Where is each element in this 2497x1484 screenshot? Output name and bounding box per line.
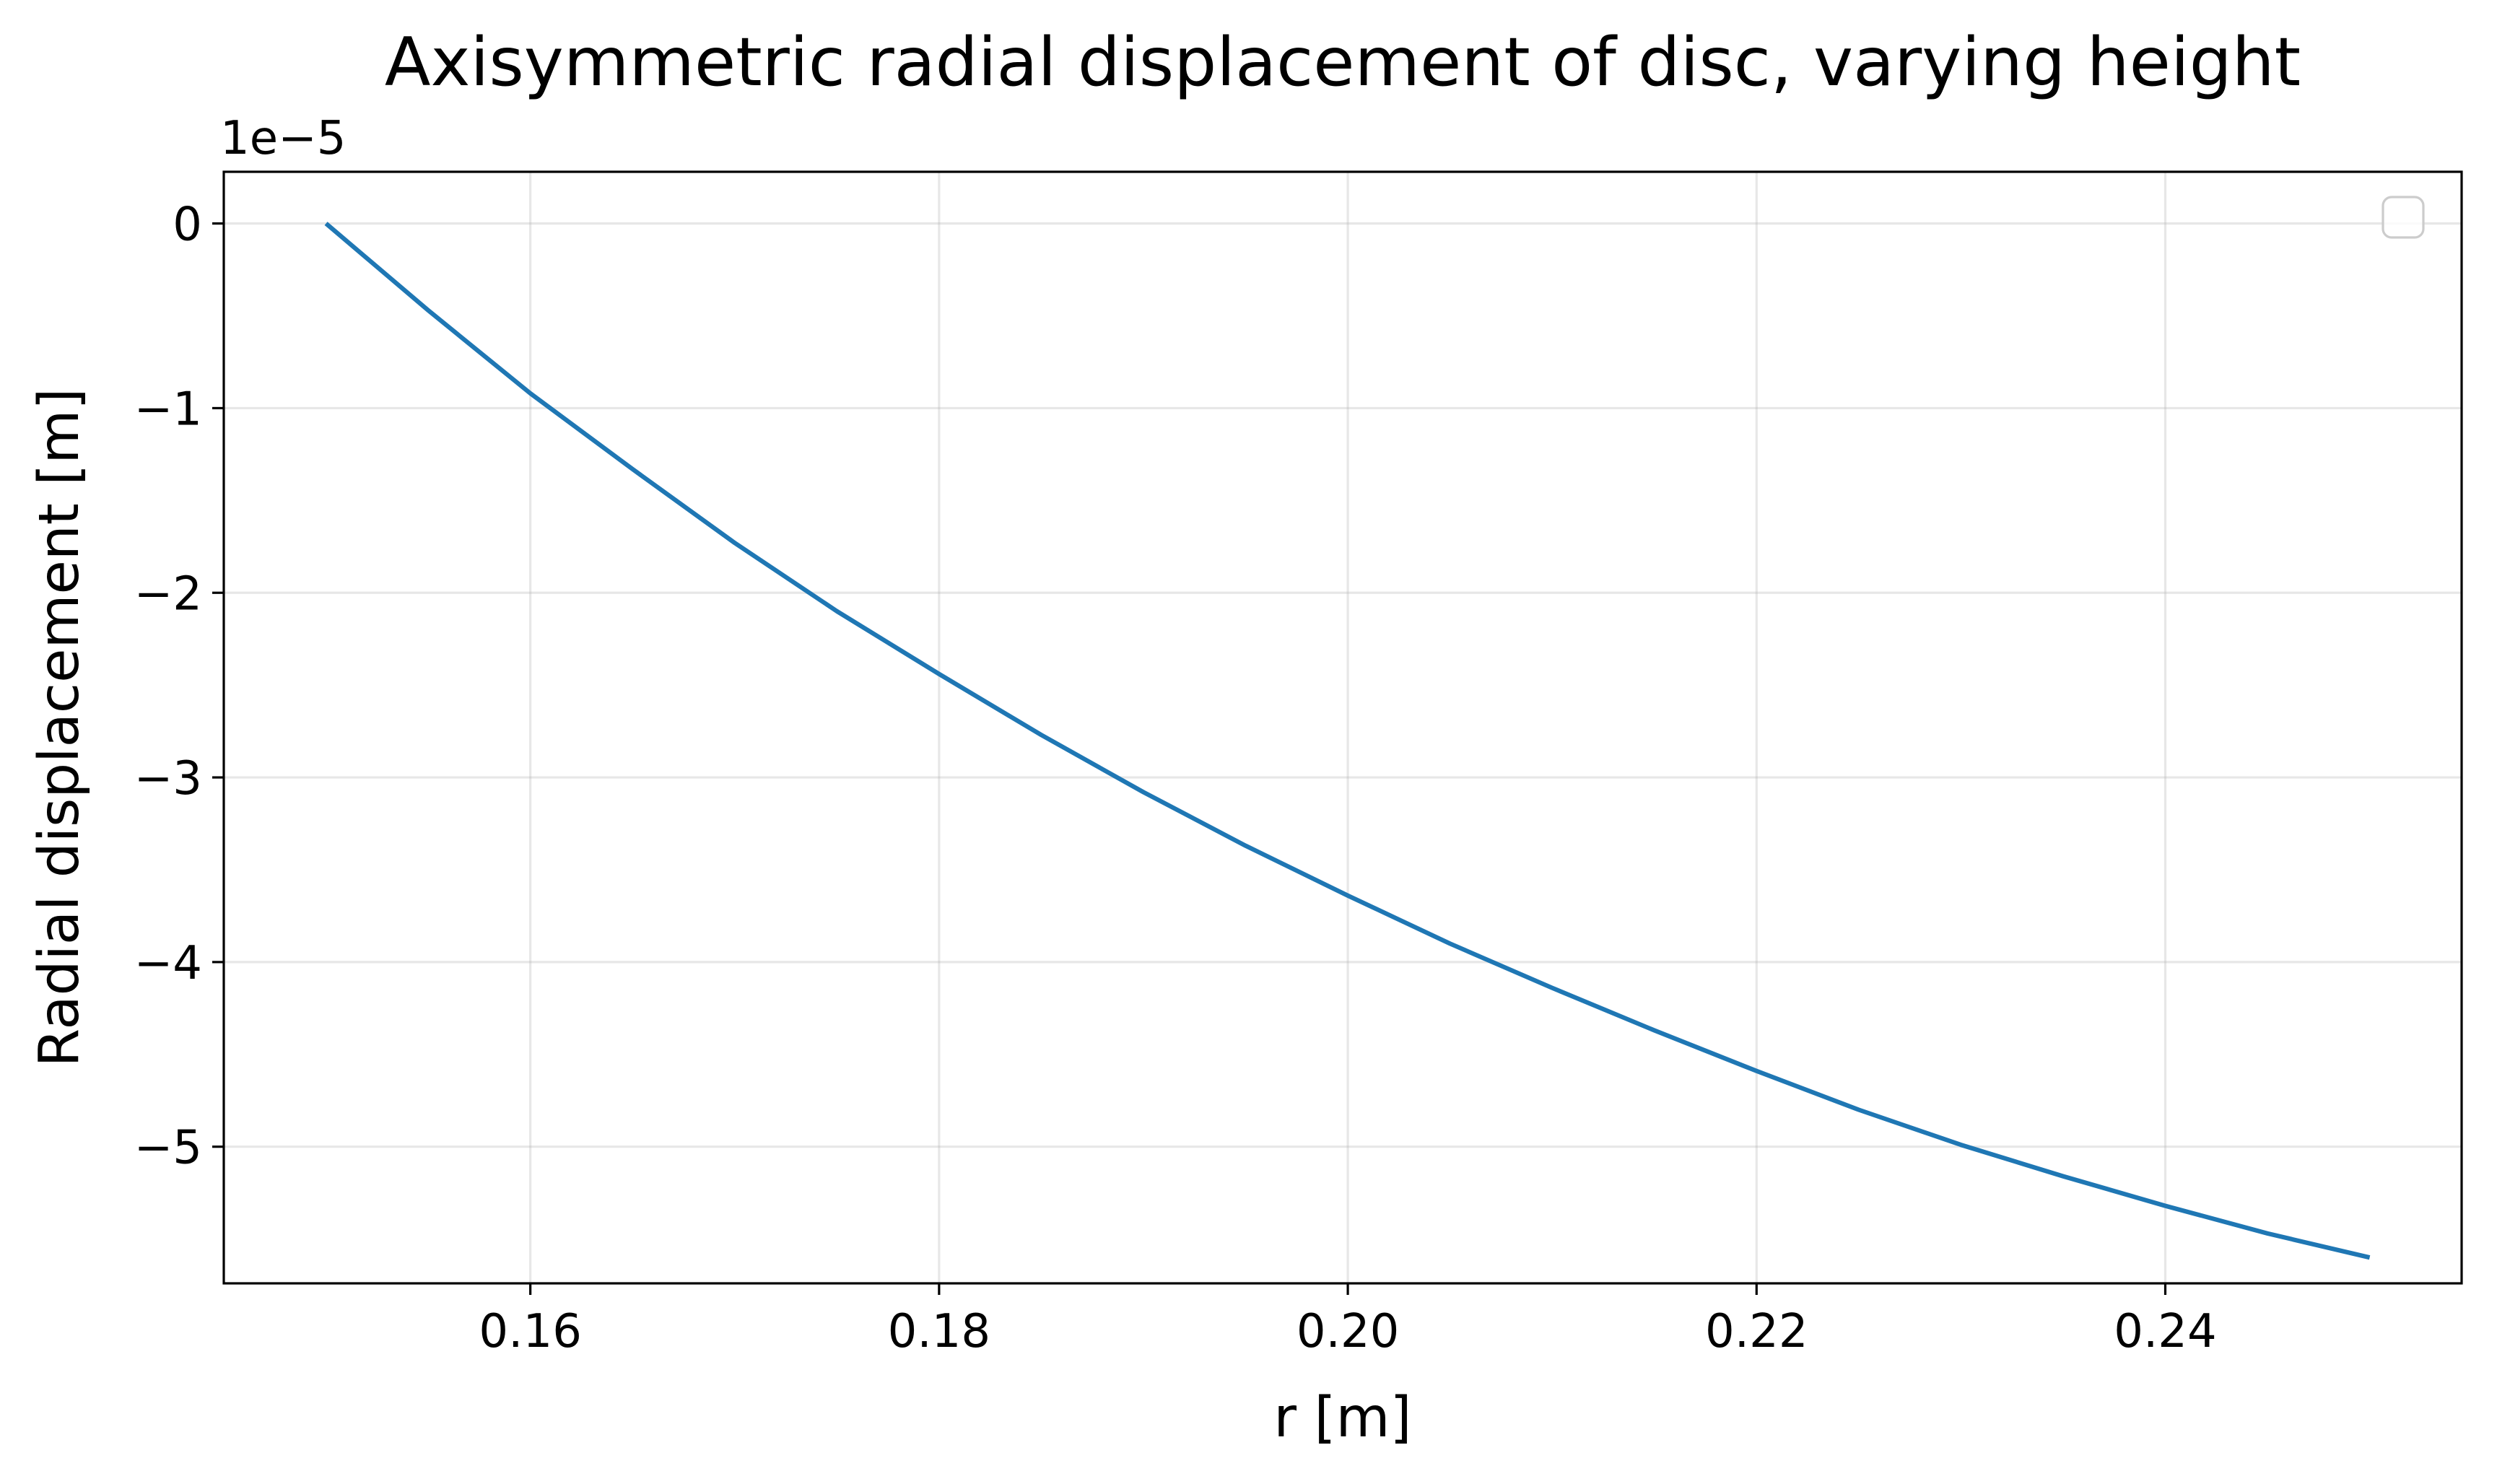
data-point — [426, 308, 430, 313]
y-axis-label: Radial displacement [m] — [27, 388, 92, 1068]
data-point — [528, 391, 533, 396]
x-axis-label: r [m] — [1273, 1386, 1411, 1450]
data-point — [1346, 894, 1350, 898]
data-point — [630, 467, 635, 471]
data-point — [1141, 790, 1146, 795]
data-point — [733, 541, 737, 545]
y-axis: 0 −1 −2 −3 −4 −5 — [134, 198, 224, 1175]
data-point — [2061, 1174, 2065, 1179]
legend-box — [2381, 196, 2425, 239]
series-line — [324, 222, 2371, 1260]
data-point — [1754, 1069, 1759, 1073]
chart-title: Axisymmetric radial displacement of disc… — [385, 23, 2301, 101]
y-tick-label: −2 — [134, 567, 202, 621]
plot-frame — [222, 170, 2463, 1285]
y-tick-label: −4 — [134, 937, 202, 990]
data-point — [1039, 733, 1043, 737]
x-tick-label: 0.16 — [479, 1305, 582, 1358]
data-point — [1448, 941, 1452, 946]
x-tick-label: 0.22 — [1705, 1305, 1808, 1358]
data-point — [1958, 1143, 1963, 1147]
data-point — [1857, 1108, 1861, 1112]
data-point — [1550, 986, 1554, 990]
legend — [2381, 196, 2425, 239]
y-tick-label: −3 — [134, 752, 202, 806]
data-point — [2265, 1231, 2270, 1236]
x-tick-label: 0.20 — [1297, 1305, 1400, 1358]
data-point — [1652, 1029, 1657, 1033]
data-point — [937, 672, 941, 676]
data-point — [2163, 1204, 2168, 1208]
data-point — [834, 609, 839, 614]
data-point — [2368, 1255, 2372, 1260]
y-tick-label: 0 — [173, 198, 202, 252]
x-axis: 0.16 0.18 0.20 0.22 0.24 — [479, 1283, 2217, 1358]
grid-lines — [224, 172, 2462, 1283]
x-tick-label: 0.18 — [888, 1305, 991, 1358]
y-axis-offset-label: 1e−5 — [220, 112, 346, 165]
y-tick-label: −5 — [134, 1122, 202, 1175]
data-point — [324, 222, 328, 226]
data-point — [1244, 844, 1248, 848]
series-layer — [324, 222, 2372, 1260]
y-tick-label: −1 — [134, 383, 202, 436]
x-tick-label: 0.24 — [2114, 1305, 2217, 1358]
